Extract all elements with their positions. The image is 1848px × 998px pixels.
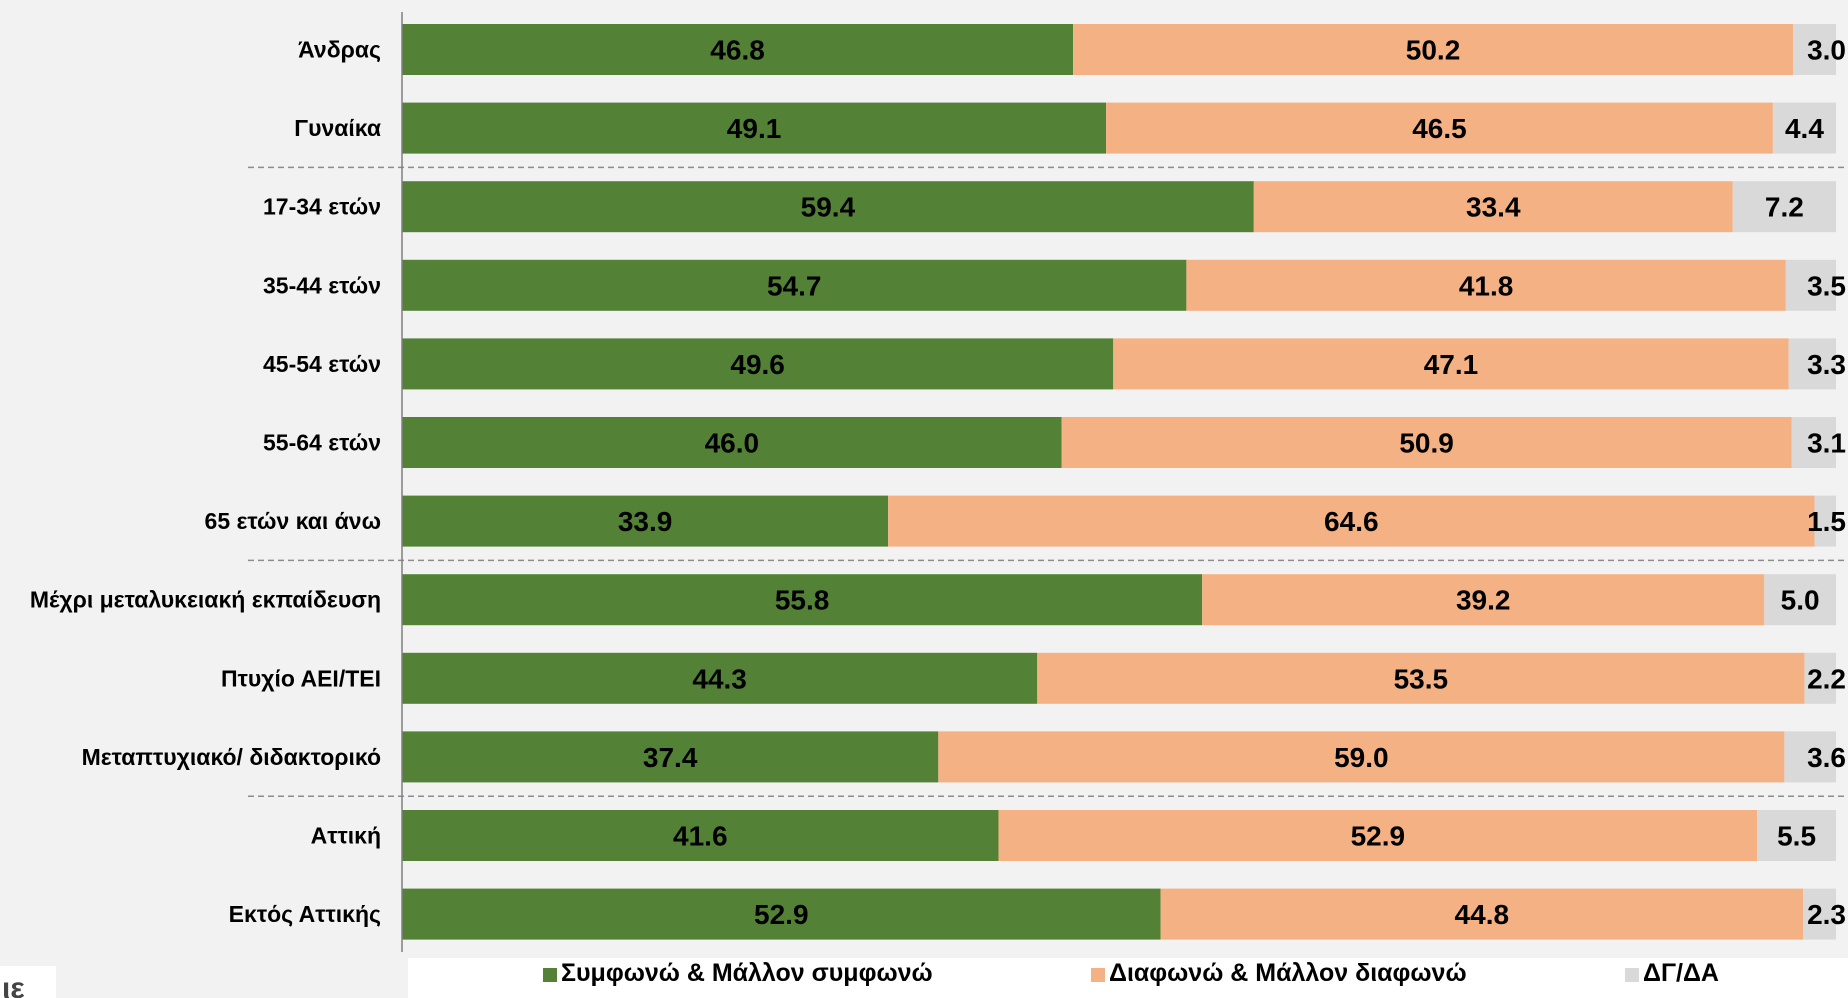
value-label-2-row-2: 46.5 xyxy=(1412,113,1467,144)
value-label-1-row-1: 46.8 xyxy=(710,35,765,66)
value-label-2-row-5: 47.1 xyxy=(1424,349,1479,380)
value-label-2-row-12: 44.8 xyxy=(1455,899,1510,930)
value-label-1-row-11: 41.6 xyxy=(673,821,728,852)
value-label-3-row-6: 3.1 xyxy=(1807,428,1846,459)
value-label-1-row-9: 44.3 xyxy=(692,663,747,694)
legend-label-3: ΔΓ/ΔΑ xyxy=(1643,959,1719,987)
value-label-3-row-12: 2.3 xyxy=(1807,899,1846,930)
category-label: Μέχρι μεταλυκειακή εκπαίδευση xyxy=(30,587,381,613)
value-label-1-row-2: 49.1 xyxy=(727,113,782,144)
category-label: Εκτός Αττικής xyxy=(229,901,381,927)
legend-swatch-1 xyxy=(543,968,557,982)
value-label-2-row-4: 41.8 xyxy=(1459,270,1514,301)
legend-label-1: Συμφωνώ & Μάλλον συμφωνώ xyxy=(561,959,933,987)
legend-swatch-3 xyxy=(1625,968,1639,982)
value-label-1-row-3: 59.4 xyxy=(801,192,856,223)
value-label-2-row-1: 50.2 xyxy=(1406,35,1461,66)
value-label-3-row-10: 3.6 xyxy=(1807,742,1846,773)
value-label-3-row-1: 3.0 xyxy=(1807,35,1846,66)
value-label-3-row-7: 1.5 xyxy=(1807,506,1846,537)
category-label: Γυναίκα xyxy=(294,115,381,141)
value-label-2-row-6: 50.9 xyxy=(1399,428,1454,459)
value-label-3-row-3: 7.2 xyxy=(1765,192,1804,223)
value-label-1-row-12: 52.9 xyxy=(754,899,809,930)
category-label: Αττική xyxy=(311,823,381,849)
category-label: 45-54 ετών xyxy=(263,351,381,377)
value-label-2-row-10: 59.0 xyxy=(1334,742,1389,773)
logo: ιε xyxy=(0,966,56,998)
value-label-2-row-3: 33.4 xyxy=(1466,192,1521,223)
category-label: 55-64 ετών xyxy=(263,430,381,456)
value-label-2-row-8: 39.2 xyxy=(1456,585,1511,616)
category-label: Πτυχίο ΑΕΙ/ΤΕΙ xyxy=(221,665,381,691)
category-label: Μεταπτυχιακό/ διδακτορικό xyxy=(82,744,381,770)
value-label-2-row-9: 53.5 xyxy=(1394,663,1449,694)
value-label-2-row-11: 52.9 xyxy=(1351,821,1406,852)
legend-label-2: Διαφωνώ & Μάλλον διαφωνώ xyxy=(1109,959,1467,987)
category-label: Άνδρας xyxy=(298,37,381,63)
value-label-3-row-4: 3.5 xyxy=(1807,270,1846,301)
value-label-2-row-7: 64.6 xyxy=(1324,506,1379,537)
value-label-3-row-2: 4.4 xyxy=(1785,113,1824,144)
legend-swatch-2 xyxy=(1091,968,1105,982)
category-label: 65 ετών και άνω xyxy=(205,508,381,534)
logo-text: ιε xyxy=(2,974,25,998)
category-label: 35-44 ετών xyxy=(263,272,381,298)
value-label-1-row-5: 49.6 xyxy=(730,349,785,380)
value-label-3-row-9: 2.2 xyxy=(1807,663,1846,694)
value-label-1-row-7: 33.9 xyxy=(618,506,673,537)
value-label-3-row-11: 5.5 xyxy=(1777,821,1816,852)
value-label-3-row-5: 3.3 xyxy=(1807,349,1846,380)
value-label-3-row-8: 5.0 xyxy=(1781,585,1820,616)
value-label-1-row-8: 55.8 xyxy=(775,585,830,616)
value-label-1-row-6: 46.0 xyxy=(705,428,760,459)
category-label: 17-34 ετών xyxy=(263,194,381,220)
value-label-1-row-4: 54.7 xyxy=(767,270,822,301)
value-label-1-row-10: 37.4 xyxy=(643,742,698,773)
